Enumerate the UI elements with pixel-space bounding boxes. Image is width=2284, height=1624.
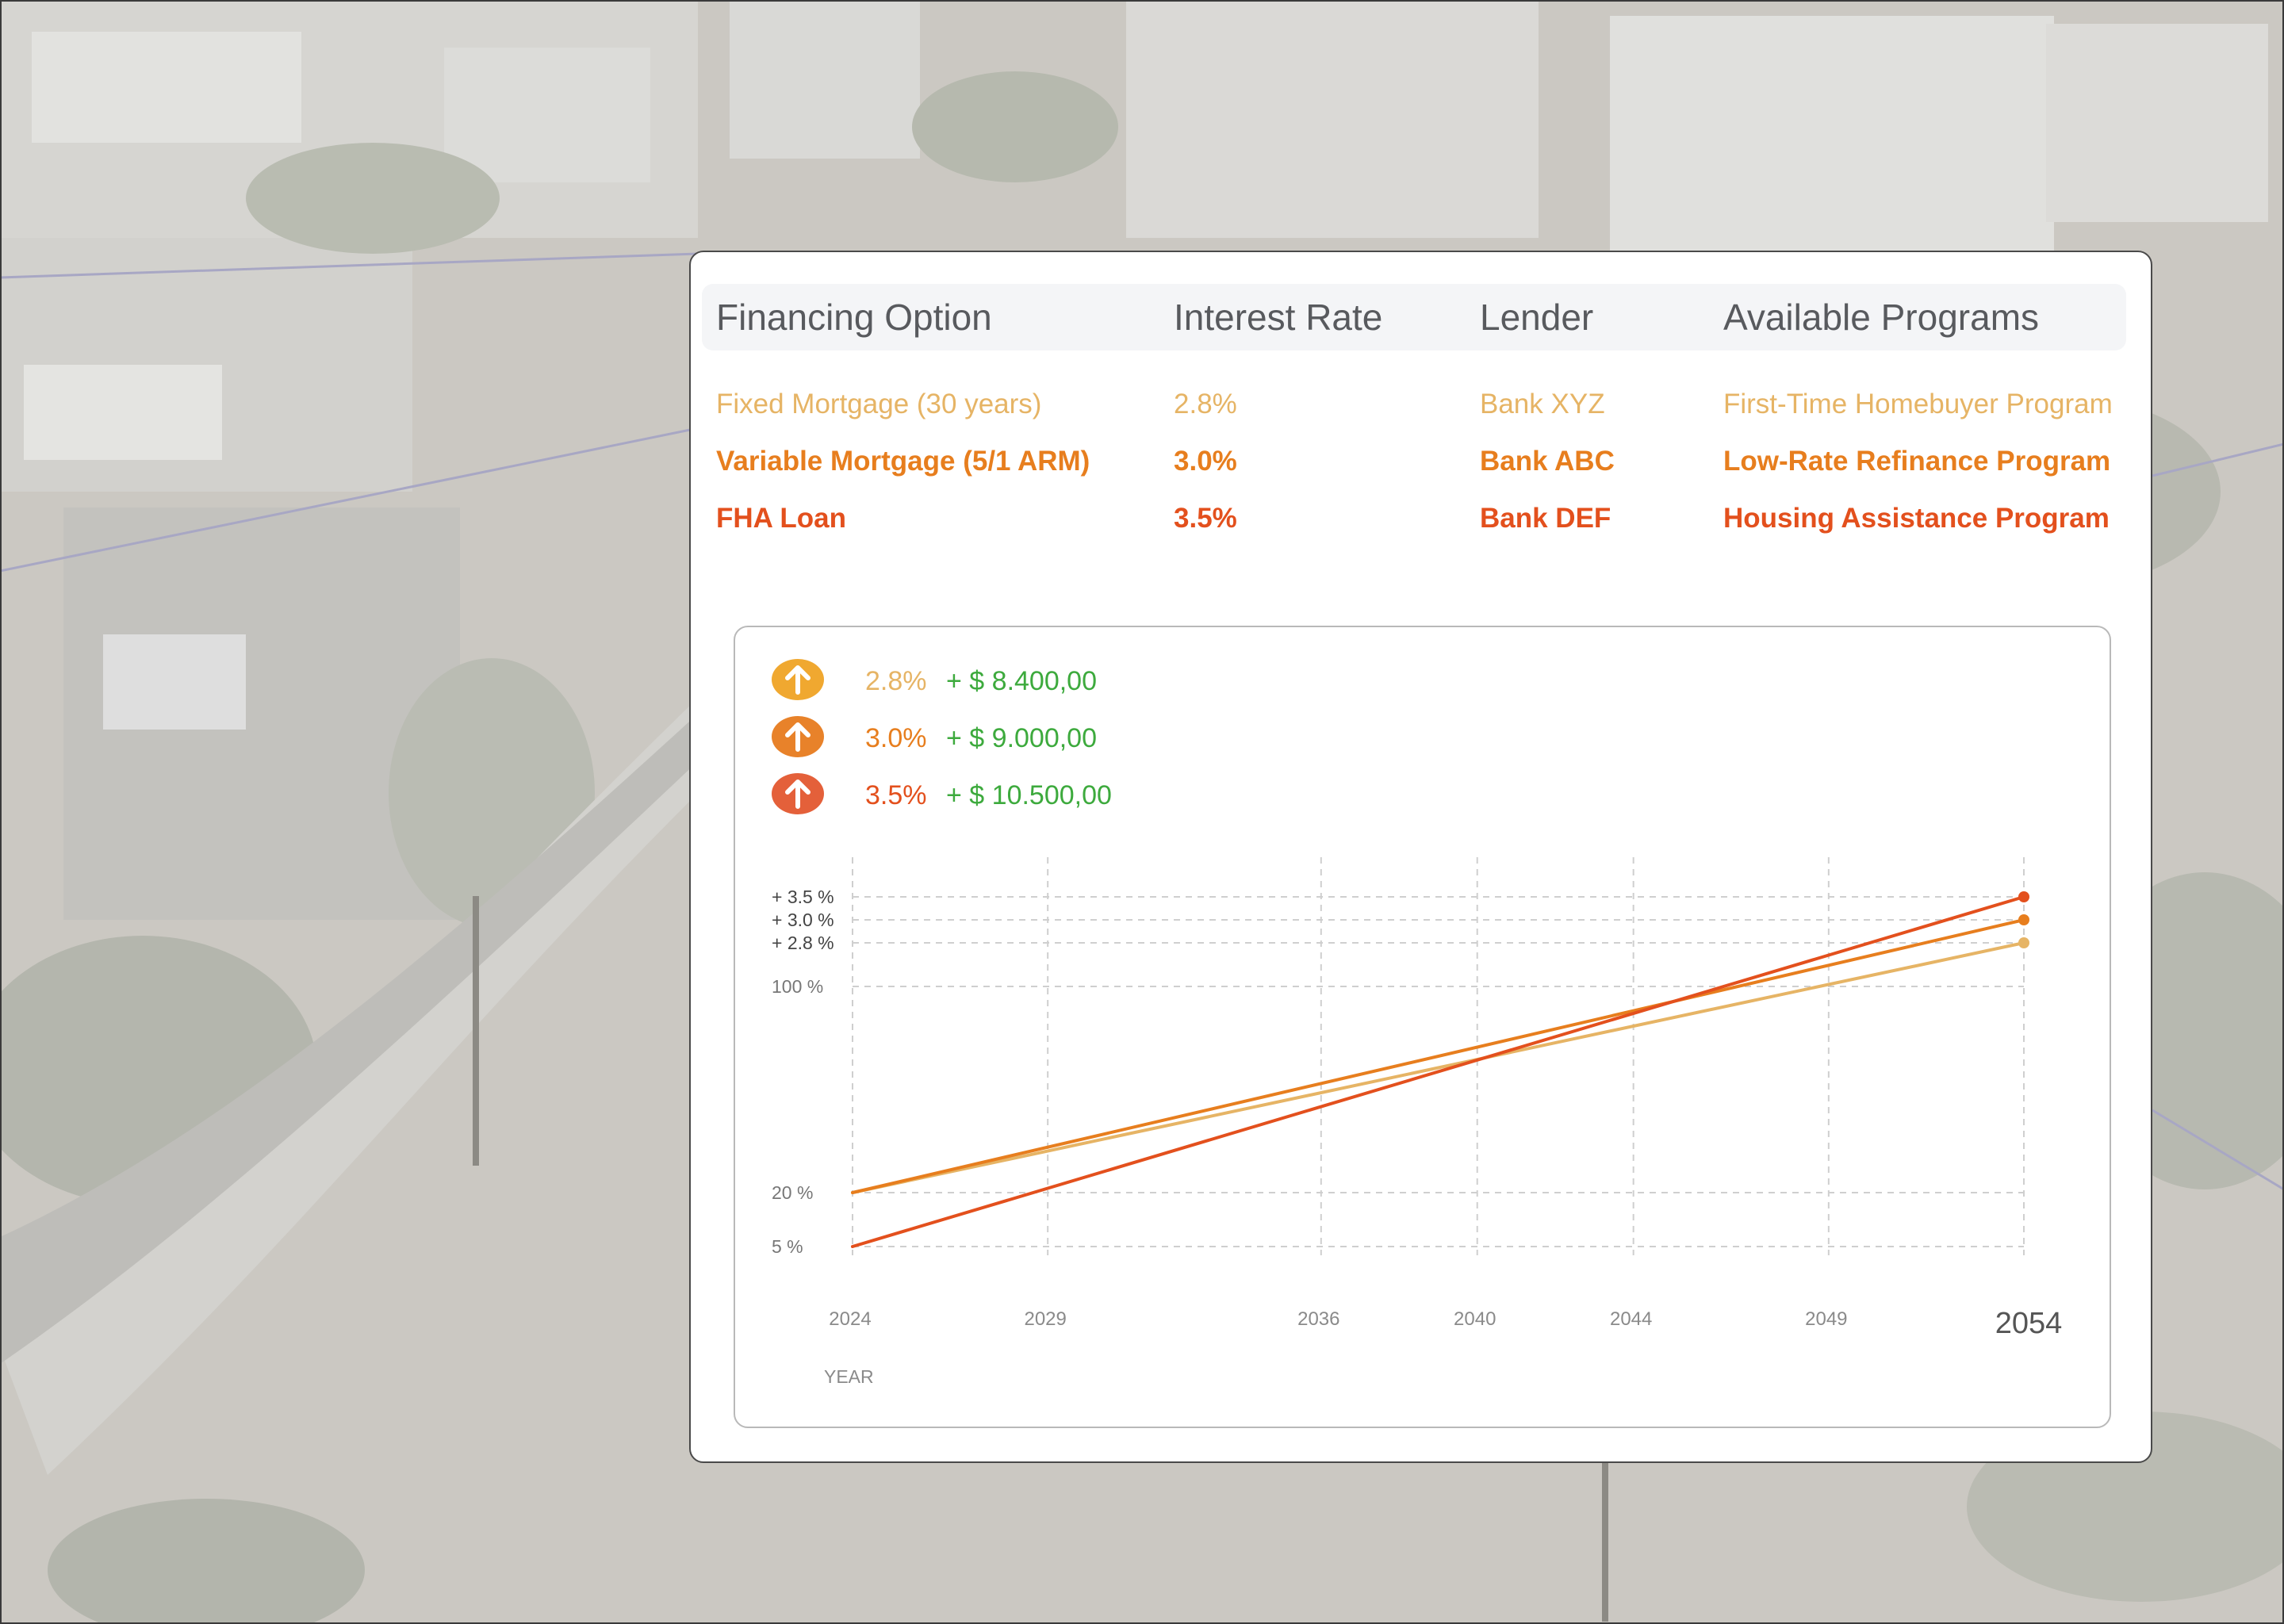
legend-gain: + $ 8.400,00: [946, 666, 1098, 696]
chart-card: 2.8% + $ 8.400,00 3.0% + $ 9.000,00 3.5%…: [734, 626, 2111, 1428]
y-tick-label: + 3.0 %: [772, 910, 834, 930]
cell-lender: Bank XYZ: [1480, 389, 1605, 419]
table-row[interactable]: Variable Mortgage (5/1 ARM) 3.0% Bank AB…: [691, 438, 2154, 485]
series-line: [851, 895, 2025, 1248]
series-end-point: [2018, 914, 2029, 925]
x-tick-label: 2036: [1297, 1308, 1339, 1330]
x-tick-label: 2049: [1805, 1308, 1847, 1330]
arrow-up-icon: [772, 659, 824, 700]
header-financing-option: Financing Option: [716, 297, 992, 338]
x-tick-label: 2024: [829, 1308, 871, 1330]
cell-lender: Bank DEF: [1480, 503, 1611, 534]
cell-program: Low-Rate Refinance Program: [1723, 446, 2111, 477]
series-line: [851, 918, 2025, 1194]
y-tick-label: 100 %: [772, 976, 823, 997]
legend-item: 2.8% + $ 8.400,00: [735, 657, 1370, 705]
cell-lender: Bank ABC: [1480, 446, 1615, 477]
legend-item: 3.0% + $ 9.000,00: [735, 714, 1370, 762]
series-end-point: [2018, 891, 2029, 902]
line-chart: 5 % 20 % 100 % + 2.8 % + 3.0 % + 3.5 % 2024 202…: [772, 857, 2063, 1387]
legend-rate: 3.0%: [865, 723, 927, 753]
y-tick-label: 20 %: [772, 1182, 813, 1203]
y-tick-label: 5 %: [772, 1236, 803, 1257]
legend-rate: 3.5%: [865, 780, 927, 810]
legend-gain: + $ 10.500,00: [946, 780, 1112, 810]
table-header: Financing Option Interest Rate Lender Av…: [702, 284, 2126, 350]
series-end-point: [2018, 937, 2029, 948]
arrow-up-icon: [772, 716, 824, 757]
cell-option: Variable Mortgage (5/1 ARM): [716, 446, 1090, 477]
x-tick-label: 2040: [1454, 1308, 1496, 1330]
legend-gain: + $ 9.000,00: [946, 723, 1098, 753]
cell-program: Housing Assistance Program: [1723, 503, 2110, 534]
cell-option: FHA Loan: [716, 503, 846, 534]
x-tick-label: 2029: [1024, 1308, 1066, 1330]
header-available-programs: Available Programs: [1723, 297, 2040, 338]
x-tick-label: 2054: [1995, 1307, 2063, 1340]
y-tick-label: + 3.5 %: [772, 887, 834, 907]
series-line: [851, 941, 2025, 1194]
legend-rate: 2.8%: [865, 666, 927, 696]
cell-rate: 3.5%: [1174, 503, 1237, 534]
cell-program: First-Time Homebuyer Program: [1723, 389, 2113, 419]
header-interest-rate: Interest Rate: [1174, 297, 1383, 338]
x-axis-label: YEAR: [824, 1366, 874, 1387]
cell-rate: 3.0%: [1174, 446, 1237, 477]
x-tick-label: 2044: [1610, 1308, 1652, 1330]
cell-rate: 2.8%: [1174, 389, 1237, 419]
y-tick-label: + 2.8 %: [772, 933, 834, 953]
cell-option: Fixed Mortgage (30 years): [716, 389, 1042, 419]
legend-item: 3.5% + $ 10.500,00: [735, 772, 1370, 819]
table-row[interactable]: Fixed Mortgage (30 years) 2.8% Bank XYZ …: [691, 381, 2154, 428]
financing-panel: Financing Option Interest Rate Lender Av…: [689, 251, 2152, 1463]
arrow-up-icon: [772, 773, 824, 814]
header-lender: Lender: [1480, 297, 1594, 338]
table-row[interactable]: FHA Loan 3.5% Bank DEF Housing Assistanc…: [691, 495, 2154, 542]
